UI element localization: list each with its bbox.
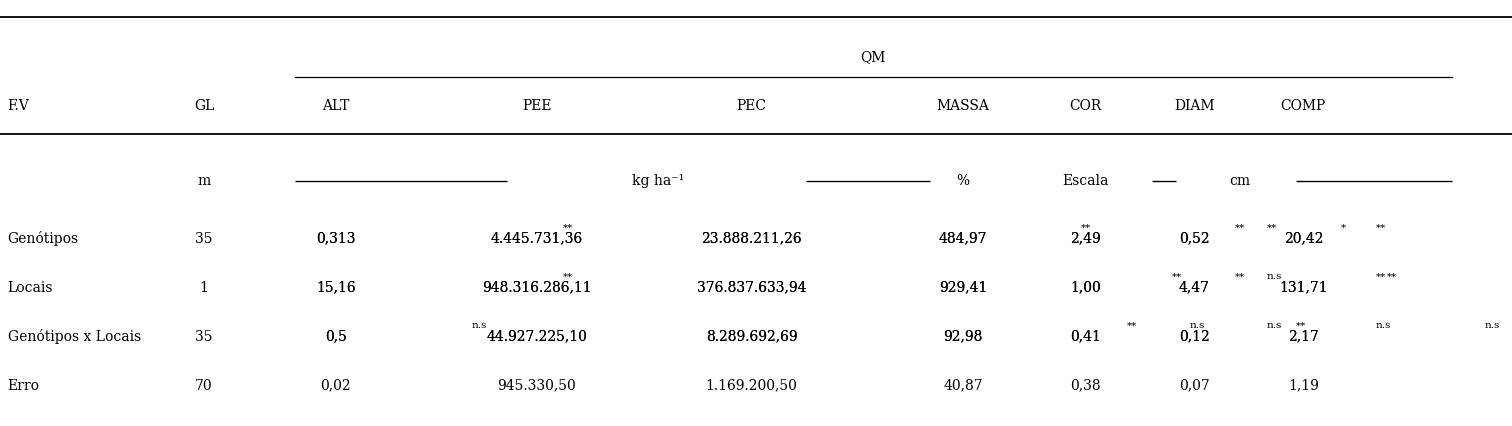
Text: 92,98: 92,98	[943, 330, 983, 343]
Text: **: **	[1126, 321, 1137, 331]
Text: 0,52: 0,52	[1179, 232, 1210, 245]
Text: 0,12: 0,12	[1179, 330, 1210, 343]
Text: 8.289.692,69: 8.289.692,69	[706, 330, 797, 343]
Text: Genótipos: Genótipos	[8, 231, 79, 246]
Text: 1: 1	[200, 281, 209, 294]
Text: kg ha⁻¹: kg ha⁻¹	[632, 174, 683, 188]
Text: Genótipos x Locais: Genótipos x Locais	[8, 329, 141, 344]
Text: **: **	[562, 223, 573, 233]
Text: 20,42: 20,42	[1284, 232, 1323, 245]
Text: F.V: F.V	[8, 100, 29, 113]
Text: **: **	[1387, 272, 1397, 282]
Text: n.s: n.s	[1485, 321, 1500, 331]
Text: PEC: PEC	[736, 100, 767, 113]
Text: 35: 35	[195, 232, 213, 245]
Text: COMP: COMP	[1281, 100, 1326, 113]
Text: 70: 70	[195, 379, 213, 392]
Text: 0,41: 0,41	[1070, 330, 1101, 343]
Text: 1,19: 1,19	[1288, 379, 1318, 392]
Text: 44.927.225,10: 44.927.225,10	[487, 330, 587, 343]
Text: PEE: PEE	[522, 100, 552, 113]
Text: 92,98: 92,98	[943, 330, 983, 343]
Text: 376.837.633,94: 376.837.633,94	[697, 281, 806, 294]
Text: 8.289.692,69: 8.289.692,69	[706, 330, 797, 343]
Text: 4.445.731,36: 4.445.731,36	[490, 232, 584, 245]
Text: 376.837.633,94: 376.837.633,94	[697, 281, 806, 294]
Text: 23.888.211,26: 23.888.211,26	[702, 232, 801, 245]
Text: 15,16: 15,16	[316, 281, 355, 294]
Text: Escala: Escala	[1063, 174, 1108, 188]
Text: 0,5: 0,5	[325, 330, 346, 343]
Text: 0,41: 0,41	[1070, 330, 1101, 343]
Text: *: *	[1341, 223, 1346, 233]
Text: 0,313: 0,313	[316, 232, 355, 245]
Text: 1,00: 1,00	[1070, 281, 1101, 294]
Text: m: m	[198, 174, 210, 188]
Text: 0,313: 0,313	[316, 232, 355, 245]
Text: 4,47: 4,47	[1179, 281, 1210, 294]
Text: Erro: Erro	[8, 379, 39, 392]
Text: 131,71: 131,71	[1279, 281, 1328, 294]
Text: 2,49: 2,49	[1070, 232, 1101, 245]
Text: 131,71: 131,71	[1279, 281, 1328, 294]
Text: 0,38: 0,38	[1070, 379, 1101, 392]
Text: **: **	[1376, 223, 1387, 233]
Text: **: **	[1235, 223, 1246, 233]
Text: **: **	[1172, 272, 1182, 282]
Text: DIAM: DIAM	[1175, 100, 1214, 113]
Text: n.s: n.s	[1376, 321, 1391, 331]
Text: 0,5: 0,5	[325, 330, 346, 343]
Text: 2,17: 2,17	[1288, 330, 1318, 343]
Text: 484,97: 484,97	[939, 232, 987, 245]
Text: n.s: n.s	[1267, 272, 1282, 282]
Text: 35: 35	[195, 330, 213, 343]
Text: 2,17: 2,17	[1288, 330, 1318, 343]
Text: 20,42: 20,42	[1284, 232, 1323, 245]
Text: 0,12: 0,12	[1179, 330, 1210, 343]
Text: 1,00: 1,00	[1070, 281, 1101, 294]
Text: 1.169.200,50: 1.169.200,50	[706, 379, 797, 392]
Text: 40,87: 40,87	[943, 379, 983, 392]
Text: n.s: n.s	[1267, 321, 1282, 331]
Text: 484,97: 484,97	[939, 232, 987, 245]
Text: n.s: n.s	[472, 321, 487, 331]
Text: ALT: ALT	[322, 100, 349, 113]
Text: **: **	[1376, 272, 1387, 282]
Text: cm: cm	[1229, 174, 1250, 188]
Text: **: **	[1081, 223, 1092, 233]
Text: 44.927.225,10: 44.927.225,10	[487, 330, 587, 343]
Text: 2,49: 2,49	[1070, 232, 1101, 245]
Text: COR: COR	[1069, 100, 1102, 113]
Text: MASSA: MASSA	[937, 100, 989, 113]
Text: 15,16: 15,16	[316, 281, 355, 294]
Text: 4,47: 4,47	[1179, 281, 1210, 294]
Text: n.s: n.s	[1190, 321, 1205, 331]
Text: 929,41: 929,41	[939, 281, 987, 294]
Text: 929,41: 929,41	[939, 281, 987, 294]
Text: 945.330,50: 945.330,50	[497, 379, 576, 392]
Text: **: **	[1235, 272, 1246, 282]
Text: QM: QM	[860, 51, 886, 64]
Text: **: **	[1296, 321, 1306, 331]
Text: **: **	[562, 272, 573, 282]
Text: 0,07: 0,07	[1179, 379, 1210, 392]
Text: 0,52: 0,52	[1179, 232, 1210, 245]
Text: 23.888.211,26: 23.888.211,26	[702, 232, 801, 245]
Text: 4.445.731,36: 4.445.731,36	[490, 232, 584, 245]
Text: Locais: Locais	[8, 281, 53, 294]
Text: 948.316.286,11: 948.316.286,11	[482, 281, 591, 294]
Text: 948.316.286,11: 948.316.286,11	[482, 281, 591, 294]
Text: **: **	[1267, 223, 1278, 233]
Text: %: %	[957, 174, 969, 188]
Text: 0,02: 0,02	[321, 379, 351, 392]
Text: GL: GL	[194, 100, 215, 113]
